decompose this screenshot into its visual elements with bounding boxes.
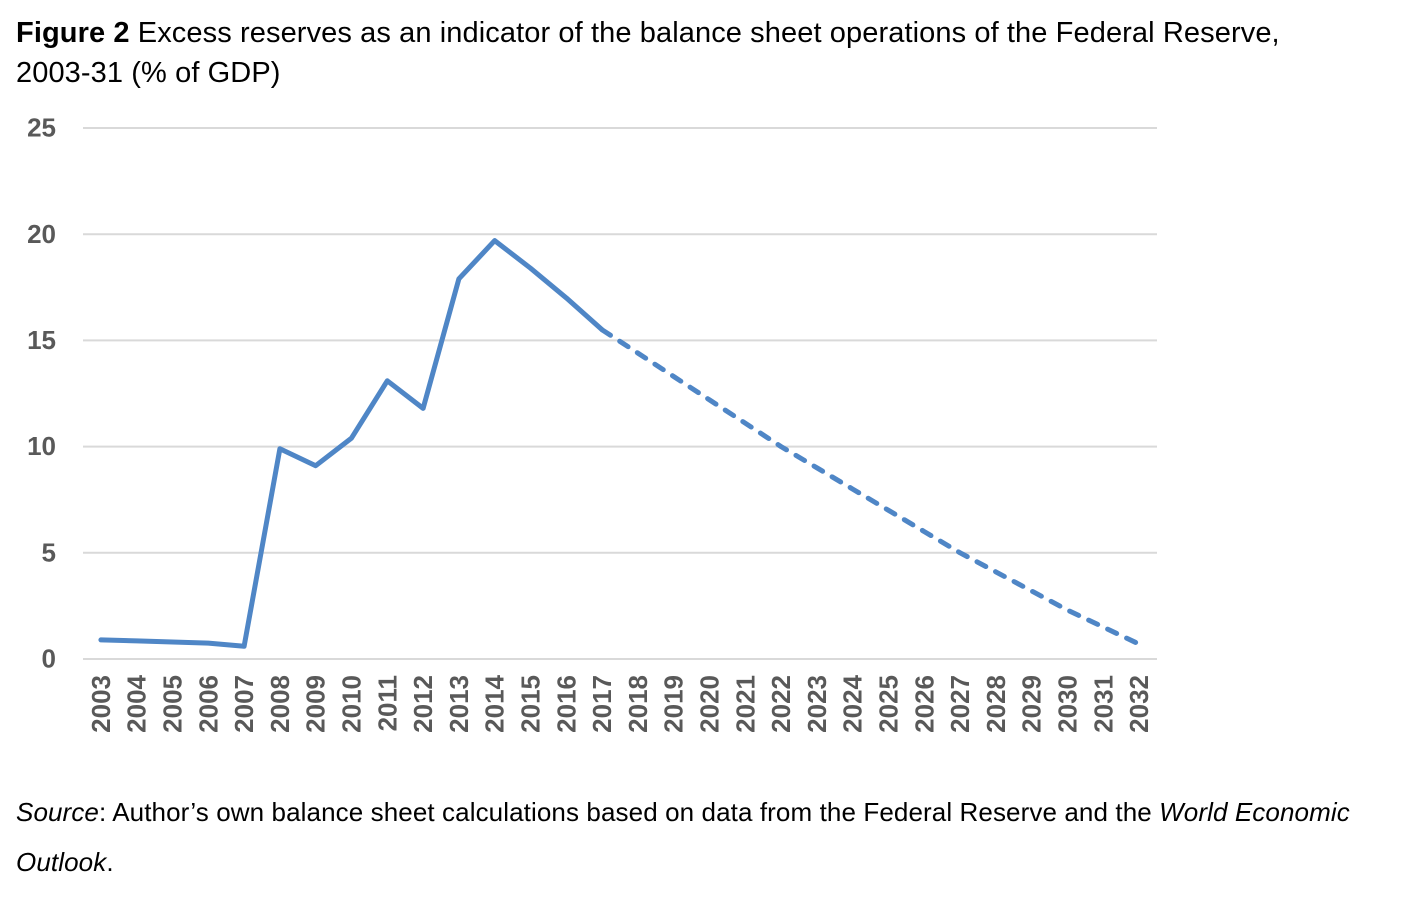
text-segment: : Author’s own balance sheet calculation… — [98, 797, 1160, 827]
x-tick-label: 2030 — [1053, 675, 1083, 733]
x-tick-label: 2031 — [1088, 675, 1118, 733]
x-tick-label: 2015 — [516, 675, 546, 733]
x-tick-label: 2008 — [265, 675, 295, 733]
y-tick-label: 20 — [27, 219, 56, 249]
x-tick-label: 2020 — [695, 675, 725, 733]
x-tick-label: 2023 — [802, 675, 832, 733]
y-tick-label: 25 — [27, 113, 56, 143]
x-tick-label: 2013 — [444, 675, 474, 733]
x-tick-label: 2025 — [874, 675, 904, 733]
y-tick-label: 5 — [42, 537, 56, 567]
x-tick-label: 2006 — [193, 675, 223, 733]
projected-series-line — [599, 327, 1142, 647]
x-tick-label: 2010 — [337, 675, 367, 733]
x-tick-label: 2011 — [372, 675, 402, 731]
text-segment: Figure 2 — [16, 17, 130, 49]
x-tick-label: 2017 — [587, 675, 617, 733]
text-segment: World Economic — [1159, 797, 1350, 827]
text-segment: Excess reserves as an indicator of the b… — [129, 17, 1280, 49]
x-tick-label: 2024 — [838, 674, 868, 732]
x-tick-label: 2005 — [158, 675, 188, 733]
text-segment: Source — [16, 797, 99, 827]
x-tick-label: 2022 — [766, 675, 796, 733]
x-tick-label: 2029 — [1017, 675, 1047, 733]
x-tick-label: 2003 — [86, 675, 116, 733]
text-segment: . — [106, 847, 114, 877]
y-tick-label: 0 — [42, 644, 56, 674]
y-axis-tick-labels: 0 5 10 15 20 25 — [27, 113, 56, 674]
y-tick-label: 15 — [27, 325, 56, 355]
text-segment: 2003-31 (% of GDP) — [16, 57, 281, 89]
x-tick-label: 2026 — [909, 675, 939, 733]
x-tick-label: 2032 — [1124, 675, 1154, 733]
x-tick-label: 2009 — [301, 675, 331, 733]
figure-title: Figure 2 Excess reserves as an indicator… — [0, 0, 1414, 93]
x-tick-label: 2004 — [122, 674, 152, 732]
x-tick-label: 2014 — [480, 674, 510, 732]
x-tick-label: 2021 — [730, 675, 760, 733]
y-gridlines — [83, 127, 1157, 660]
x-tick-label: 2012 — [408, 675, 438, 733]
x-tick-label: 2018 — [623, 675, 653, 733]
y-tick-label: 10 — [27, 431, 56, 461]
chart-area: 0 5 10 15 20 25 2003 2004 2005 2006 2007 2008 2009 20… — [0, 93, 1414, 773]
x-tick-label: 2007 — [229, 675, 259, 733]
x-tick-label: 2016 — [551, 675, 581, 733]
x-tick-label: 2019 — [659, 675, 689, 733]
x-tick-label: 2027 — [945, 675, 975, 733]
x-axis-tick-labels: 2003 2004 2005 2006 2007 2008 2009 2010 2011 2012… — [86, 674, 1154, 732]
x-tick-label: 2028 — [981, 675, 1011, 733]
text-segment: Outlook — [16, 847, 107, 877]
source-note: Source: Author’s own balance sheet calcu… — [0, 787, 1414, 887]
actual-series-line — [98, 238, 605, 649]
